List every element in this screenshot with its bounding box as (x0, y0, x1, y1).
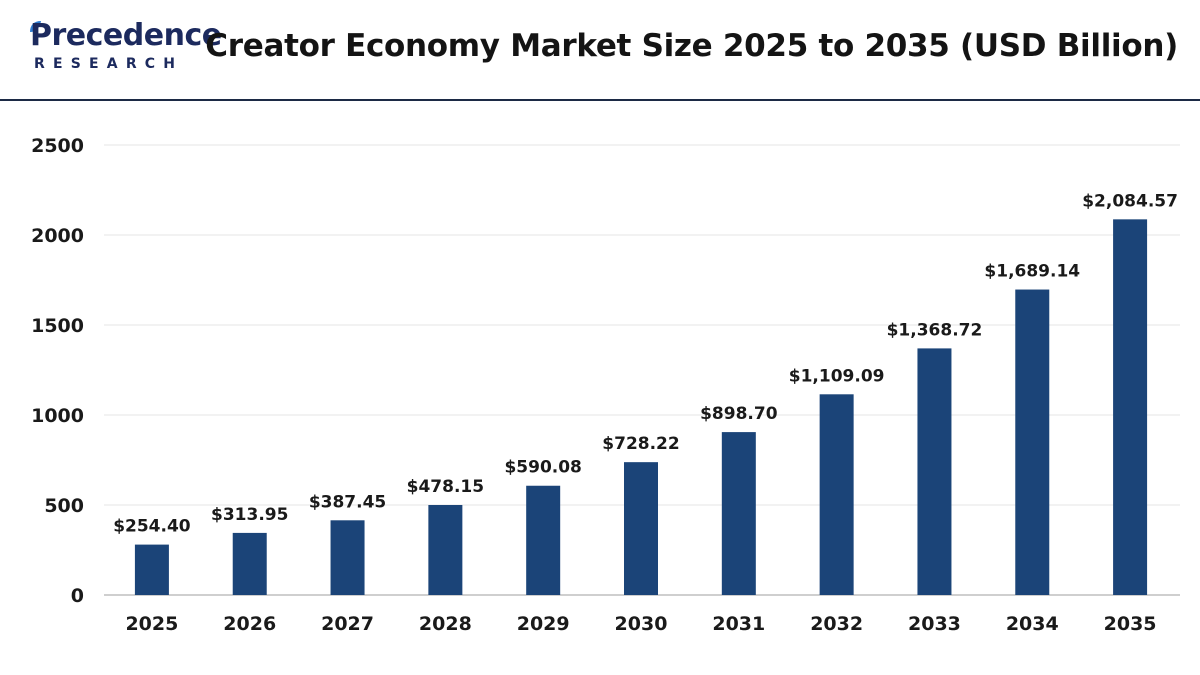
x-tick-label: 2033 (908, 613, 961, 635)
bar (526, 485, 561, 595)
plot-background (0, 101, 1200, 675)
data-label: $1,109.09 (789, 366, 885, 386)
data-label: $728.22 (602, 434, 679, 454)
bar (232, 532, 267, 595)
x-tick-label: 2030 (615, 613, 668, 635)
bar (1113, 219, 1148, 595)
leaf-icon (30, 21, 41, 32)
bar (1015, 289, 1050, 595)
y-tick-label: 2500 (31, 135, 84, 157)
x-tick-label: 2026 (223, 613, 276, 635)
data-label: $898.70 (700, 404, 778, 424)
data-label: $387.45 (309, 492, 386, 512)
company-logo: Precedence RESEARCH (30, 18, 230, 78)
logo-wordmark: Precedence (30, 18, 222, 53)
logo-subtitle: RESEARCH (34, 56, 184, 72)
x-tick-label: 2035 (1104, 613, 1157, 635)
y-tick-label: 1500 (31, 315, 84, 337)
bar (917, 348, 952, 595)
y-tick-label: 0 (71, 585, 84, 607)
data-label: $478.15 (407, 477, 484, 497)
bar-chart: 0 500 1000 1500 2000 2500 $254.40 2025 $313.95 20… (31, 135, 1180, 635)
y-tick-label: 2000 (31, 225, 84, 247)
x-tick-label: 2028 (419, 613, 472, 635)
bar (721, 432, 756, 595)
data-label: $254.40 (113, 517, 191, 537)
x-tick-label: 2031 (712, 613, 765, 635)
chart-header: Precedence RESEARCH Creator Economy Mark… (0, 0, 1200, 100)
x-tick-label: 2027 (321, 613, 374, 635)
bar (428, 505, 463, 595)
bar (624, 462, 658, 595)
data-label: $590.08 (504, 458, 581, 478)
chart-title: Creator Economy Market Size 2025 to 2035… (205, 28, 1178, 64)
bar (330, 520, 365, 595)
data-label: $313.95 (211, 505, 288, 525)
y-tick-label: 500 (44, 495, 84, 517)
x-tick-label: 2029 (517, 613, 570, 635)
y-tick-label: 1000 (31, 405, 84, 427)
bar (819, 394, 854, 595)
data-label: $1,368.72 (887, 320, 983, 340)
bar (134, 544, 169, 595)
data-label: $2,084.57 (1082, 191, 1178, 211)
x-tick-label: 2025 (125, 613, 178, 635)
x-tick-label: 2034 (1006, 613, 1059, 635)
data-label: $1,689.14 (984, 262, 1080, 282)
header-divider (0, 99, 1200, 101)
x-tick-label: 2032 (810, 613, 863, 635)
